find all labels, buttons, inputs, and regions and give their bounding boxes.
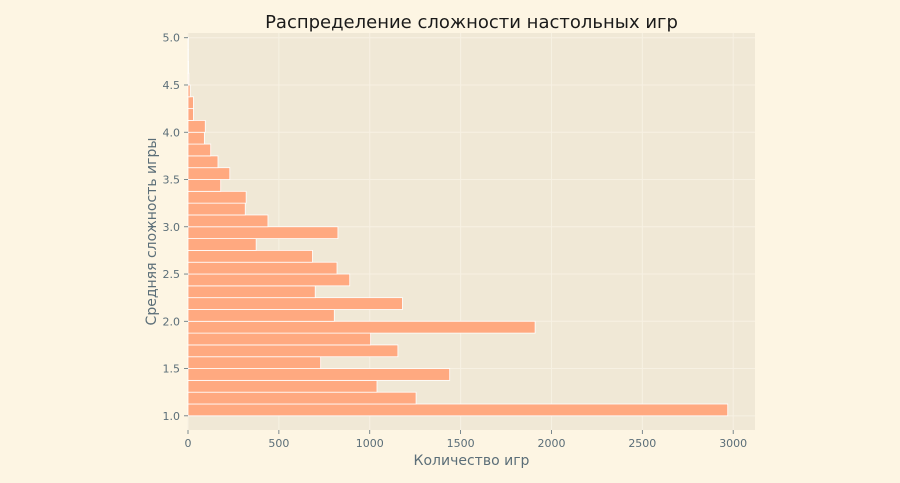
bar	[187, 285, 316, 299]
bar	[187, 368, 451, 381]
bar	[187, 238, 257, 251]
bar	[187, 403, 729, 417]
bar	[187, 155, 219, 169]
y-tick-label: 3.0	[163, 221, 181, 234]
y-tick-label: 1.5	[163, 363, 181, 376]
y-tick-label: 1.0	[163, 410, 181, 423]
bar	[187, 214, 269, 228]
bar	[187, 344, 399, 358]
y-tick-label: 2.0	[163, 315, 181, 328]
bar	[187, 179, 222, 192]
axis-ticks: 0 500 1000 1500 2000 2500 3000 1.0 1.5 2.0 2.5 3.0 3…	[163, 32, 748, 450]
bar	[187, 131, 205, 145]
bar	[187, 356, 322, 369]
bar	[187, 84, 191, 98]
chart-title: Распределение сложности настольных игр	[265, 12, 678, 33]
y-tick-label: 4.5	[163, 79, 181, 92]
y-axis-title: Средняя сложность игры	[144, 138, 160, 326]
bar	[187, 60, 189, 74]
x-tick-label: 2500	[628, 437, 656, 450]
x-tick-label: 0	[185, 437, 192, 450]
bar	[187, 391, 417, 405]
x-tick-label: 2000	[537, 437, 565, 450]
bar	[187, 261, 338, 275]
bar	[187, 226, 339, 239]
bar	[187, 379, 378, 393]
bar	[187, 96, 194, 110]
bar	[187, 190, 247, 204]
bar	[187, 72, 190, 86]
y-tick-label: 4.0	[163, 126, 181, 139]
y-tick-label: 3.5	[163, 174, 181, 187]
x-tick-label: 500	[268, 437, 289, 450]
bar	[187, 332, 372, 346]
bar	[187, 273, 351, 287]
bar	[187, 167, 231, 180]
bar	[187, 250, 313, 263]
bar	[187, 202, 246, 216]
bar	[187, 120, 206, 133]
bar	[187, 143, 212, 157]
y-tick-label: 5.0	[163, 32, 181, 45]
bar	[187, 108, 194, 121]
x-tick-label: 3000	[719, 437, 747, 450]
y-tick-label: 2.5	[163, 268, 181, 281]
bar-series	[187, 37, 729, 417]
bar	[187, 309, 335, 322]
x-axis-title: Количество игр	[414, 453, 530, 469]
x-tick-label: 1500	[447, 437, 475, 450]
x-tick-label: 1000	[356, 437, 384, 450]
bar	[187, 320, 536, 334]
bar	[187, 297, 403, 310]
